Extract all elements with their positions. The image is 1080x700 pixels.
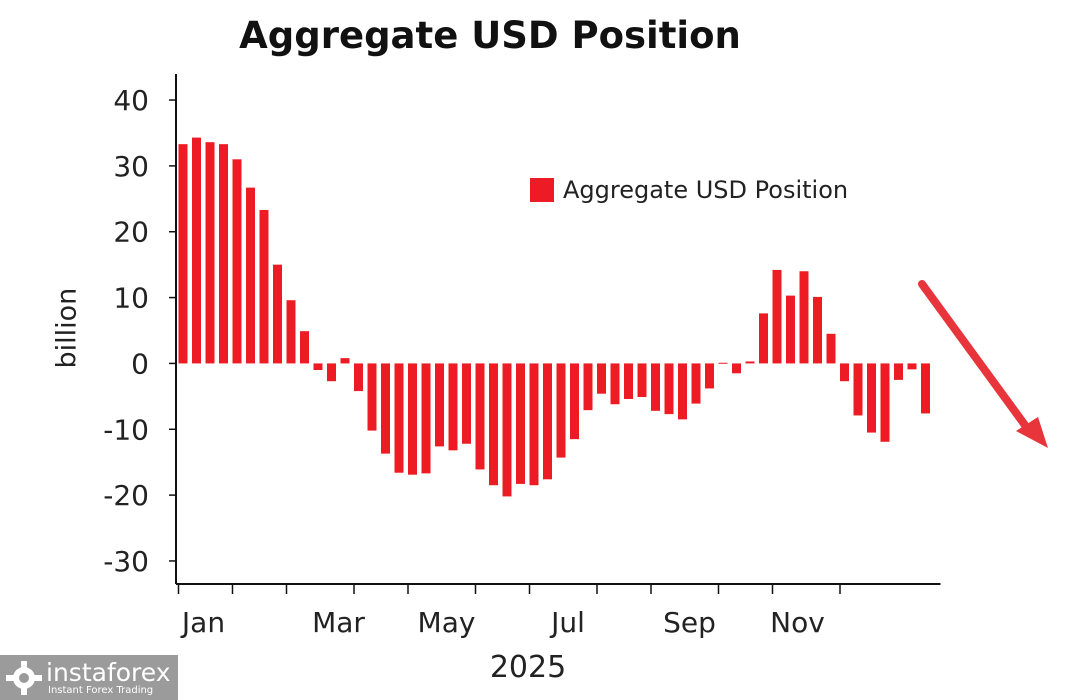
bar: [678, 363, 687, 420]
bar: [435, 363, 444, 447]
legend: Aggregate USD Position: [530, 174, 848, 206]
y-tick-label: -20: [103, 479, 149, 512]
bar: [745, 361, 755, 364]
x-tick-label: Nov: [770, 606, 825, 639]
bar: [327, 363, 336, 382]
bar: [273, 264, 282, 364]
y-tick-label: -10: [103, 413, 149, 446]
legend-swatch: [530, 178, 554, 202]
bar: [408, 363, 417, 475]
y-tick-label: 30: [113, 150, 149, 183]
bar: [867, 363, 876, 433]
trend-arrow-icon: [918, 280, 1048, 448]
bar: [340, 358, 350, 364]
bar: [853, 363, 863, 416]
bar: [637, 363, 647, 398]
bar: [448, 363, 458, 451]
bar: [516, 363, 525, 484]
y-tick-label: 40: [113, 84, 149, 117]
bar: [421, 363, 431, 474]
bar: [894, 363, 903, 380]
bar: [219, 144, 228, 364]
bar: [732, 363, 741, 374]
bar: [624, 363, 633, 399]
watermark-name: instaforex: [46, 658, 171, 687]
watermark-tagline: Instant Forex Trading: [48, 685, 154, 696]
bar: [907, 363, 917, 370]
bar: [880, 363, 890, 442]
y-tick-label: 20: [113, 216, 149, 249]
bar: [813, 296, 822, 364]
bar: [826, 333, 836, 364]
bar: [759, 313, 768, 364]
x-axis: Jan Mar May Jul Sep Nov: [176, 583, 941, 639]
y-tick-label: -30: [103, 545, 149, 578]
y-tick-label: 0: [131, 347, 149, 380]
bar: [178, 144, 188, 364]
bar-series: [178, 137, 930, 497]
bar: [246, 187, 255, 364]
bar: [610, 363, 620, 405]
bar: [840, 363, 849, 382]
bar: [786, 295, 795, 364]
bar: [772, 269, 782, 364]
bar: [462, 363, 471, 444]
bar: [664, 363, 674, 415]
bar: [381, 363, 390, 454]
bar: [799, 271, 809, 364]
bar: [502, 363, 512, 497]
y-axis: 40 30 20 10 0 -10 -20 -30: [103, 74, 177, 584]
arrow-head: [1016, 417, 1048, 448]
legend-label: Aggregate USD Position: [563, 176, 849, 204]
bar: [556, 363, 566, 458]
arrow-shaft: [918, 280, 1034, 436]
y-axis-label: billion: [51, 287, 83, 369]
bar: [705, 363, 714, 389]
bar: [489, 363, 498, 486]
x-axis-title: 2025: [489, 650, 567, 685]
bar: [583, 363, 593, 411]
bar: [232, 159, 242, 364]
bar: [367, 363, 377, 431]
x-tick-label: May: [418, 606, 476, 639]
bar: [394, 363, 404, 473]
bar: [475, 363, 485, 470]
x-tick-label: Sep: [663, 606, 716, 639]
bar: [597, 363, 606, 394]
bar: [718, 362, 728, 364]
x-tick-label: Jan: [180, 606, 225, 639]
bar: [192, 137, 201, 364]
bar: [570, 363, 579, 440]
bar: [354, 363, 363, 392]
bar: [921, 363, 930, 414]
y-tick-label: 10: [113, 282, 149, 315]
bar: [286, 300, 296, 364]
bar: [205, 142, 215, 364]
x-tick-label: Jul: [549, 606, 585, 639]
instaforex-logo-icon: [6, 661, 42, 695]
chart-title: Aggregate USD Position: [239, 14, 741, 57]
bar: [543, 363, 552, 480]
bar: [313, 363, 323, 371]
bar: [259, 210, 269, 364]
bar: [691, 363, 701, 404]
bar: [300, 331, 309, 364]
bar: [651, 363, 660, 411]
x-tick-label: Mar: [312, 606, 365, 639]
bar: [529, 363, 539, 486]
watermark: instaforex Instant Forex Trading: [0, 655, 178, 700]
